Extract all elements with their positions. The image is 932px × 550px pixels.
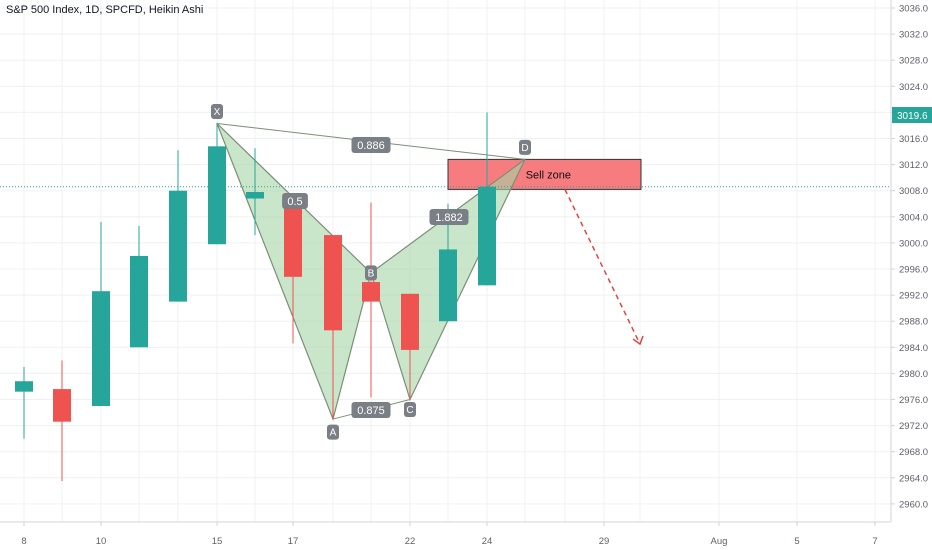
point-label-c: C [404, 402, 416, 417]
ratio-label-bcd: 1.882 [429, 209, 469, 225]
time-tick-label: 7 [872, 536, 877, 547]
price-tick-label: 3004.0 [899, 212, 928, 223]
price-tick-label: 2968.0 [899, 447, 928, 458]
ratio-label-abc-bg [351, 402, 391, 418]
candle-body [439, 249, 457, 322]
candle-body [169, 190, 187, 302]
time-tick-label: 29 [599, 536, 610, 547]
price-tick-label: 2964.0 [899, 473, 928, 484]
price-tick-label: 3036.0 [899, 4, 928, 15]
point-label-x: X [211, 103, 223, 119]
price-tick-label: 3000.0 [899, 238, 928, 249]
price-tick-label: 2976.0 [899, 395, 928, 406]
time-tick-label: Aug [711, 536, 728, 547]
ratio-label-xab-text: 0.5 [287, 196, 302, 208]
point-label-d-bg [519, 139, 531, 155]
point-label-x-bg [211, 103, 223, 119]
candle-body [401, 293, 419, 350]
point-label-a: A [327, 424, 339, 440]
price-tick-label: 3028.0 [899, 56, 928, 67]
chart-title: S&P 500 Index, 1D, SPCFD, Heikin Ashi [6, 4, 204, 16]
pattern-labels: X A B C D 0.5 0.875 1.882 0.886 [211, 103, 531, 440]
projection-arrow[interactable] [564, 189, 644, 346]
sell-zone[interactable]: Sell zone [447, 158, 642, 190]
time-tick-label: 24 [482, 536, 493, 547]
candle-body [92, 291, 110, 407]
price-tick-label: 2972.0 [899, 421, 928, 432]
time-tick-label: 15 [212, 536, 223, 547]
price-tick-label: 2988.0 [899, 317, 928, 328]
point-label-b-text: B [368, 268, 375, 279]
point-label-a-text: A [330, 428, 337, 439]
ratio-label-xab: 0.5 [282, 193, 308, 209]
candle-body [15, 381, 33, 392]
price-tick-label: 2996.0 [899, 265, 928, 276]
candle-body [478, 186, 496, 286]
price-tick-label: 2984.0 [899, 343, 928, 354]
sell-zone-label: Sell zone [526, 169, 571, 181]
time-axis[interactable]: 8 10 15 17 22 24 29 Aug 5 7 [0, 521, 891, 547]
price-scale[interactable]: 3036.03032.03028.03024.03020.03016.03012… [890, 0, 932, 550]
ratio-label-xad: 0.886 [351, 137, 391, 153]
point-label-b: B [365, 265, 377, 281]
ratio-label-bcd-bg [429, 209, 469, 225]
price-tick-label: 2960.0 [899, 499, 928, 510]
projection-arrow-line [564, 189, 641, 345]
price-tick-label: 2992.0 [899, 291, 928, 302]
time-tick-label: 8 [21, 536, 26, 547]
ratio-label-bcd-text: 1.882 [435, 212, 463, 224]
price-axis-bg [891, 0, 932, 550]
price-tick-label: 3032.0 [899, 30, 928, 41]
current-price-label: 3019.6 [897, 111, 928, 122]
ratio-label-xad-bg [351, 137, 391, 153]
price-tick-label: 3016.0 [899, 134, 928, 145]
candle-body [362, 282, 380, 302]
point-label-c-bg [404, 402, 416, 417]
price-tick-label: 3008.0 [899, 186, 928, 197]
time-tick-label: 5 [794, 536, 799, 547]
ratio-label-xab-bg [282, 193, 308, 209]
candlesticks [15, 112, 496, 482]
candle-body [208, 146, 226, 245]
candle-body [130, 255, 148, 348]
projection-arrow-head [632, 335, 644, 346]
point-label-a-bg [327, 424, 339, 440]
point-label-x-text: X [214, 107, 221, 118]
point-label-b-bg [365, 265, 377, 281]
point-label-c-text: C [406, 405, 413, 416]
candle-body [53, 389, 71, 422]
ratio-label-abc: 0.875 [351, 402, 391, 418]
candle-body [246, 192, 264, 199]
ratio-label-abc-text: 0.875 [357, 405, 385, 417]
time-tick-label: 10 [96, 536, 107, 547]
sell-zone-rect[interactable] [447, 158, 642, 190]
point-label-d-text: D [521, 143, 528, 154]
time-tick-label: 22 [405, 536, 416, 547]
candle-body [284, 194, 302, 277]
time-tick-label: 17 [288, 536, 299, 547]
point-label-d: D [519, 139, 531, 155]
current-price-badge [892, 107, 932, 124]
candle-body [324, 235, 342, 331]
price-tick-label: 3024.0 [899, 82, 928, 93]
price-tick-label: 2980.0 [899, 369, 928, 380]
ratio-label-xad-text: 0.886 [357, 140, 385, 152]
price-tick-label: 3012.0 [899, 160, 928, 171]
